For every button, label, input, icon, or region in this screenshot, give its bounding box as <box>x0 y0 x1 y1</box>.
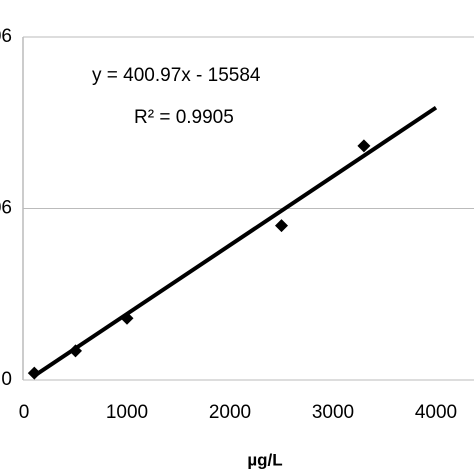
data-point <box>120 311 134 325</box>
y-tick-label: 1E+06 <box>0 198 12 219</box>
x-axis-label: µg/L <box>247 450 282 469</box>
r-squared-label: R² = 0.9905 <box>134 107 234 128</box>
trendline <box>33 105 438 378</box>
data-point <box>357 139 371 153</box>
y-tick-label: 0 <box>1 369 12 390</box>
x-tick-label: 4000 <box>415 402 457 423</box>
data-point <box>69 344 82 358</box>
x-tick-label: 0 <box>19 402 30 423</box>
x-tick-label: 2000 <box>209 402 251 423</box>
x-tick-label: 3000 <box>312 402 354 423</box>
equation-label: y = 400.97x - 15584 <box>92 65 261 86</box>
y-tick-label: 2E+06 <box>0 26 12 47</box>
x-tick-label: 1000 <box>106 402 148 423</box>
data-point <box>275 219 288 233</box>
data-point <box>27 366 41 380</box>
